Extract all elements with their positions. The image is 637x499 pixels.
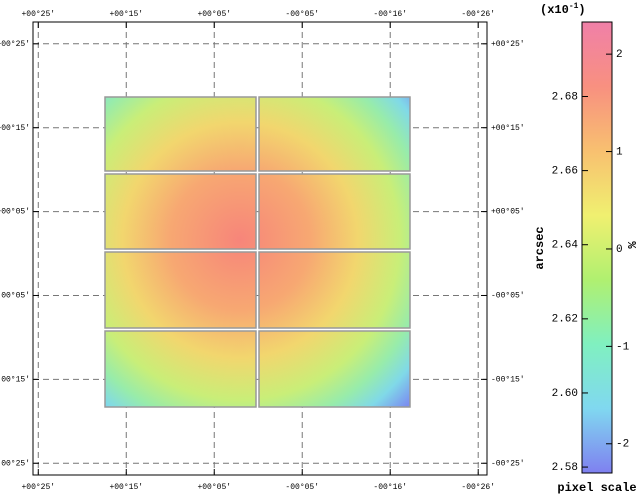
colorbar [581, 21, 613, 474]
x-tick-label: +00°25' [21, 10, 55, 19]
y-tick-label: +00°25' [491, 40, 525, 49]
x-tick-label: +00°15' [109, 483, 143, 492]
scale-suffix: ) [578, 3, 585, 17]
x-tick-label: +00°05' [197, 483, 231, 492]
colorbar-tick-label: 2.58 [552, 462, 578, 474]
colorbar-tick-label: 1 [616, 146, 623, 158]
scale-exponent: -1 [569, 2, 579, 11]
y-tick-label: +00°05' [0, 208, 30, 217]
y-tick-label: -00°25' [491, 459, 525, 468]
colorbar-tick-label: 2 [616, 49, 623, 61]
chip [104, 96, 257, 172]
x-tick-label: +00°25' [21, 483, 55, 492]
colorbar-tick-label: 2.68 [552, 91, 578, 103]
x-tick-label: -00°05' [285, 483, 319, 492]
chip [258, 330, 411, 408]
colorbar-tick-label: 2.66 [552, 166, 578, 178]
y-tick-label: +00°25' [0, 40, 30, 49]
y-tick-label: +00°15' [0, 124, 30, 133]
y-tick-label: -00°15' [0, 375, 30, 384]
colorbar-label-right: % [624, 241, 637, 249]
chip [104, 251, 257, 329]
colorbar-tick-label: -1 [616, 341, 630, 353]
colorbar-tick-label: -2 [616, 439, 629, 451]
x-tick-label: -00°26' [461, 483, 495, 492]
x-tick-label: -00°26' [461, 10, 495, 19]
colorbar-tick-label: 0 [616, 244, 623, 256]
y-tick-label: -00°15' [491, 375, 525, 384]
chip [258, 173, 411, 250]
colorbar-title: pixel scale [557, 481, 636, 495]
chip [258, 96, 411, 172]
x-tick-label: -00°16' [373, 10, 407, 19]
y-tick-label: -00°05' [0, 292, 30, 301]
colorbar-tick-label: 2.60 [552, 388, 578, 400]
detector-field [104, 96, 411, 408]
scale-prefix: (x10 [540, 3, 569, 17]
x-tick-label: +00°05' [197, 10, 231, 19]
y-tick-label: +00°15' [491, 124, 525, 133]
x-tick-label: -00°16' [373, 483, 407, 492]
colorbar-label: arcsec [533, 226, 547, 269]
x-tick-label: -00°05' [285, 10, 319, 19]
y-tick-label: +00°05' [491, 208, 525, 217]
colorbar-tick-label: 2.64 [552, 240, 579, 252]
y-tick-label: -00°05' [491, 292, 525, 301]
colorbar-tick-label: 2.62 [552, 314, 578, 326]
chip [104, 330, 257, 408]
x-tick-label: +00°15' [109, 10, 143, 19]
chip [258, 251, 411, 329]
scale-multiplier: (x10-1) [540, 2, 586, 17]
y-tick-label: -00°25' [0, 459, 30, 468]
chip [104, 173, 257, 250]
